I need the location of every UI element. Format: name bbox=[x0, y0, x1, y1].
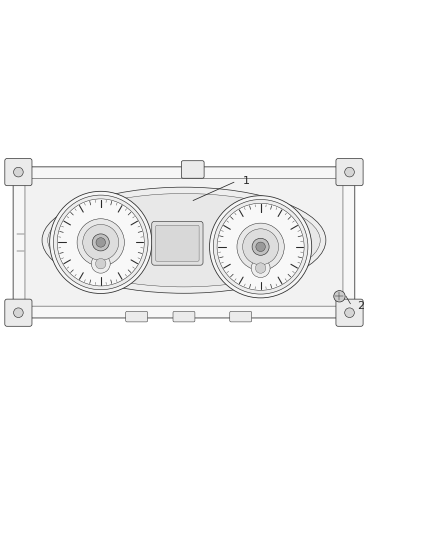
Circle shape bbox=[345, 167, 354, 177]
Circle shape bbox=[213, 199, 308, 294]
Circle shape bbox=[77, 219, 124, 266]
FancyBboxPatch shape bbox=[13, 167, 355, 318]
FancyBboxPatch shape bbox=[336, 158, 363, 185]
Circle shape bbox=[57, 199, 144, 286]
Circle shape bbox=[14, 167, 23, 177]
Circle shape bbox=[96, 238, 106, 247]
Circle shape bbox=[58, 200, 143, 285]
FancyBboxPatch shape bbox=[152, 221, 203, 265]
Circle shape bbox=[91, 254, 110, 273]
Circle shape bbox=[256, 242, 265, 252]
Circle shape bbox=[95, 259, 106, 269]
FancyBboxPatch shape bbox=[126, 311, 148, 322]
Circle shape bbox=[218, 204, 303, 289]
Circle shape bbox=[243, 229, 279, 265]
Circle shape bbox=[53, 195, 148, 290]
FancyBboxPatch shape bbox=[336, 299, 363, 326]
FancyBboxPatch shape bbox=[173, 311, 195, 322]
FancyBboxPatch shape bbox=[156, 225, 199, 261]
Circle shape bbox=[237, 223, 284, 270]
Circle shape bbox=[251, 259, 270, 278]
Circle shape bbox=[334, 290, 345, 302]
FancyBboxPatch shape bbox=[230, 311, 252, 322]
Circle shape bbox=[49, 191, 152, 294]
Ellipse shape bbox=[48, 193, 320, 287]
FancyBboxPatch shape bbox=[25, 179, 343, 306]
Circle shape bbox=[83, 224, 119, 261]
Circle shape bbox=[345, 308, 354, 318]
Circle shape bbox=[252, 238, 269, 255]
Text: 2: 2 bbox=[357, 301, 364, 311]
FancyBboxPatch shape bbox=[5, 299, 32, 326]
Text: 1: 1 bbox=[243, 176, 250, 186]
Circle shape bbox=[217, 203, 304, 290]
FancyBboxPatch shape bbox=[5, 158, 32, 185]
Circle shape bbox=[255, 263, 266, 273]
FancyBboxPatch shape bbox=[181, 161, 204, 178]
Ellipse shape bbox=[42, 187, 326, 293]
Circle shape bbox=[209, 196, 312, 298]
Circle shape bbox=[14, 308, 23, 318]
Circle shape bbox=[92, 234, 109, 251]
